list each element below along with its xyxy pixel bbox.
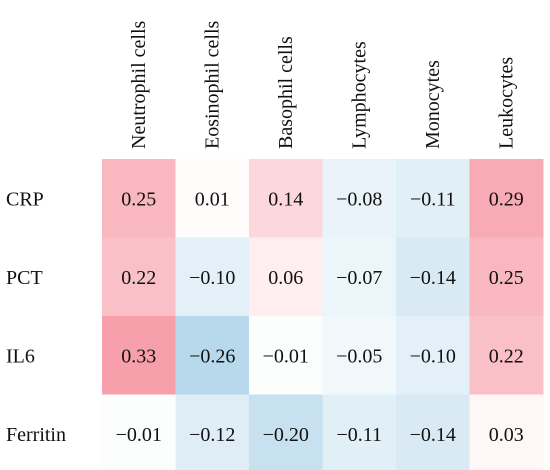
heatmap-cell-0-0 [102,159,176,238]
heatmap-cell-3-1 [175,394,250,470]
row-label: PCT [6,267,43,289]
heatmap-cell-0-5 [469,159,544,238]
heatmap-cell-2-2 [249,316,323,395]
cell-value-label: 0.22 [489,345,524,367]
heatmap-cell-2-0 [102,316,176,395]
cell-value-label: −0.12 [189,424,235,446]
column-label: Eosinophil cells [201,20,223,149]
heatmap-cell-1-5 [469,237,544,317]
heatmap-cell-3-2 [249,394,323,470]
cell-value-label: −0.20 [263,424,309,446]
cell-value-label: −0.11 [336,424,382,446]
heatmap-cell-1-0 [102,237,176,317]
heatmap-row-labels: CRP PCT IL6 Ferritin [6,188,66,446]
column-label: Basophil cells [275,36,297,149]
column-label: Neutrophil cells [128,20,150,149]
cell-value-label: −0.26 [189,345,235,367]
cell-value-label: 0.25 [489,267,524,289]
heatmap-cell-3-5 [469,394,544,470]
cell-value-label: −0.01 [263,345,309,367]
cell-value-label: 0.01 [195,188,230,210]
heatmap-cell-0-2 [249,159,323,238]
cell-value-label: 0.25 [121,188,156,210]
column-label: Lymphocytes [348,41,370,149]
cell-value-label: −0.10 [410,345,456,367]
cell-value-label: −0.10 [189,267,235,289]
cell-value-label: −0.07 [336,267,382,289]
cell-value-label: 0.33 [121,345,156,367]
heatmap-cell-2-4 [396,316,470,395]
heatmap-cell-1-3 [322,237,397,317]
cell-value-label: −0.08 [336,188,382,210]
heatmap-cell-1-2 [249,237,323,317]
cell-value-label: −0.14 [410,424,456,446]
cell-value-label: 0.06 [268,267,303,289]
cell-value-label: −0.05 [336,345,382,367]
cell-value-label: −0.11 [410,188,456,210]
cell-value-label: 0.03 [489,424,524,446]
heatmap-cell-2-5 [469,316,544,395]
heatmap-cell-1-1 [175,237,250,317]
heatmap-cell-0-1 [175,159,250,238]
heatmap-column-labels: Neutrophil cells Eosinophil cells Basophil… [128,20,518,149]
heatmap-cell-0-4 [396,159,470,238]
cell-value-label: 0.14 [268,188,303,210]
column-label: Leukocytes [495,57,517,149]
cell-value-label: 0.29 [489,188,524,210]
heatmap-cell-3-4 [396,394,470,470]
column-label: Monocytes [422,60,444,149]
cell-value-label: −0.14 [410,267,456,289]
cell-value-label: −0.01 [116,424,162,446]
heatmap-cell-3-0 [102,394,176,470]
heatmap-cell-2-3 [322,316,397,395]
row-label: Ferritin [6,424,66,446]
heatmap-cell-3-3 [322,394,397,470]
heatmap-cell-1-4 [396,237,470,317]
heatmap-cell-0-3 [322,159,397,238]
heatmap-cell-labels: 0.25 0.01 0.14 −0.08 −0.11 0.29 0.22 −0.10 0.06 −… [116,188,524,446]
heatmap-cells [102,159,544,470]
row-label: CRP [6,188,44,210]
cell-value-label: 0.22 [121,267,156,289]
heatmap-cell-2-1 [175,316,250,395]
row-label: IL6 [6,345,35,367]
